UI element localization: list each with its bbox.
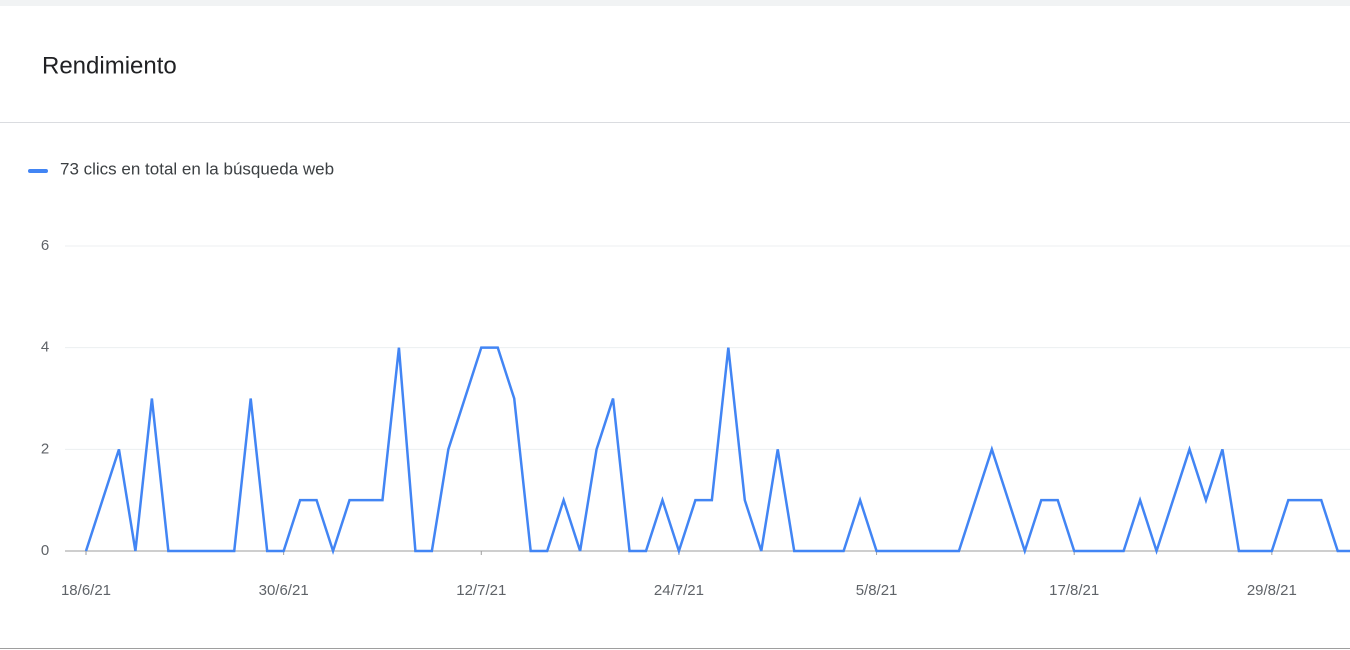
x-tick-label: 29/8/21 bbox=[1247, 582, 1297, 599]
y-tick-label: 4 bbox=[41, 339, 49, 356]
x-tick-label: 12/7/21 bbox=[456, 582, 506, 599]
x-tick-label: 30/6/21 bbox=[259, 582, 309, 599]
legend-swatch bbox=[28, 169, 48, 173]
series-line bbox=[84, 346, 1350, 556]
chart-title: Rendimiento bbox=[42, 52, 177, 79]
x-tick-label: 5/8/21 bbox=[856, 582, 898, 599]
x-tick-label: 24/7/21 bbox=[654, 582, 704, 599]
top-band bbox=[0, 0, 1350, 6]
x-tick-label: 17/8/21 bbox=[1049, 582, 1099, 599]
y-tick-label: 2 bbox=[41, 440, 49, 457]
legend-label: 73 clics en total en la búsqueda web bbox=[60, 159, 334, 178]
x-tick-label: 18/6/21 bbox=[61, 582, 111, 599]
y-tick-label: 0 bbox=[41, 542, 49, 559]
y-tick-label: 6 bbox=[41, 237, 49, 254]
